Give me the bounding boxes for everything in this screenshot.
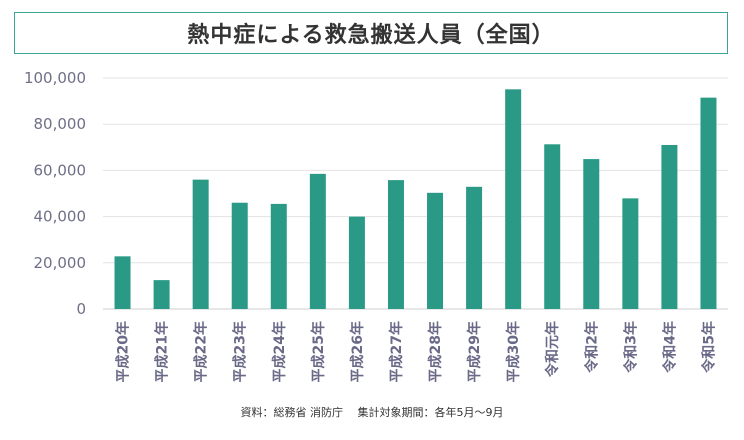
source-note: 資料：総務省 消防庁 集計対象期間：各年5月～9月 xyxy=(240,406,504,419)
bar xyxy=(348,216,365,309)
y-tick-label: 80,000 xyxy=(34,115,87,133)
bar xyxy=(544,144,561,309)
chart-title: 熱中症による救急搬送人員（全国） xyxy=(14,12,728,54)
bar xyxy=(309,173,326,309)
bar xyxy=(387,180,404,309)
x-tick-label: 令和2年 xyxy=(583,321,600,374)
bar xyxy=(661,144,678,309)
bar xyxy=(583,159,600,309)
x-tick-label: 平成23年 xyxy=(232,321,249,382)
y-tick-label: 20,000 xyxy=(34,254,87,272)
bar xyxy=(231,202,248,309)
x-tick-label: 平成29年 xyxy=(466,321,483,382)
y-tick-label: 100,000 xyxy=(24,69,86,87)
x-tick-label: 令和3年 xyxy=(622,321,639,374)
x-tick-label: 平成28年 xyxy=(427,321,444,382)
bar xyxy=(622,198,639,309)
bar xyxy=(270,203,287,309)
y-tick-label: 0 xyxy=(76,300,86,318)
bar xyxy=(192,179,209,309)
x-tick-label: 平成30年 xyxy=(505,321,522,382)
y-tick-label: 40,000 xyxy=(34,208,87,226)
x-tick-label: 平成20年 xyxy=(115,321,132,382)
bar xyxy=(114,256,131,309)
bar xyxy=(153,280,170,309)
x-tick-label: 令和元年 xyxy=(544,321,561,378)
x-tick-label: 令和5年 xyxy=(700,321,717,374)
bar xyxy=(427,192,444,309)
bar xyxy=(505,89,522,309)
x-tick-label: 平成26年 xyxy=(349,321,366,382)
x-tick-label: 平成22年 xyxy=(193,321,210,382)
bar xyxy=(466,186,483,309)
x-tick-label: 平成21年 xyxy=(154,321,171,382)
x-tick-label: 平成27年 xyxy=(388,321,405,382)
y-tick-label: 60,000 xyxy=(34,161,87,179)
bar xyxy=(700,97,717,309)
x-tick-label: 令和4年 xyxy=(661,321,678,374)
x-tick-label: 平成25年 xyxy=(310,321,327,382)
x-tick-label: 平成24年 xyxy=(271,321,288,382)
